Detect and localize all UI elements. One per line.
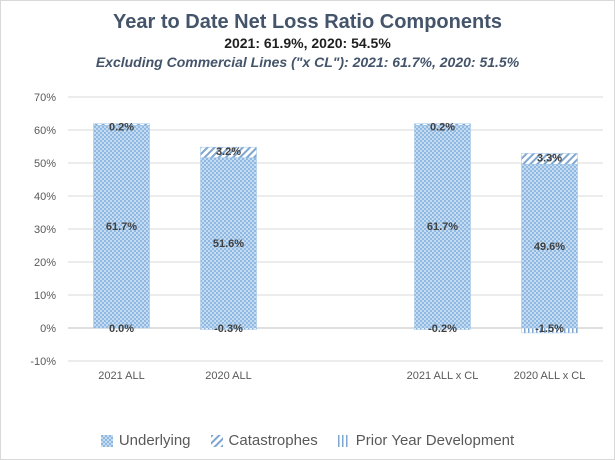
- data-label: 3.2%: [216, 146, 241, 158]
- bar-segment: [521, 164, 578, 329]
- y-tick-label: 40%: [34, 191, 56, 203]
- chart-subtitle: 2021: 61.9%, 2020: 54.5%: [224, 35, 391, 51]
- bar-segment: [200, 157, 257, 329]
- x-category-label: 2020 ALL x CL: [514, 370, 586, 382]
- data-label: -0.2%: [428, 323, 457, 335]
- legend-swatch-prior-year: [337, 434, 350, 447]
- y-tick-label: 30%: [34, 224, 56, 236]
- bar-segment: [93, 123, 150, 126]
- chart-plot: -10% 0% 10% 20% 30% 40% 50% 60% 70% 2021 ALL 61.7…: [30, 92, 603, 382]
- data-label: 61.7%: [106, 221, 137, 233]
- legend-item-underlying: Underlying: [100, 432, 191, 449]
- x-category-label: 2021 ALL x CL: [407, 370, 479, 382]
- legend-label-underlying: Underlying: [118, 432, 191, 449]
- data-label: -1.5%: [535, 323, 564, 335]
- legend-label-prior-year-development: Prior Year Development: [355, 432, 515, 449]
- legend-swatch-underlying: [100, 434, 113, 447]
- y-tick-label: 10%: [34, 290, 56, 302]
- bar-segment: [521, 153, 578, 165]
- data-label: 49.6%: [534, 241, 565, 253]
- legend-label-catastrophes: Catastrophes: [228, 432, 318, 449]
- data-label: 0.0%: [109, 323, 134, 335]
- y-tick-label: 60%: [34, 125, 56, 137]
- data-label: 3.3%: [537, 152, 562, 164]
- bar-segment: [200, 327, 257, 330]
- data-label: 0.2%: [109, 122, 134, 134]
- y-tick-label: 20%: [34, 257, 56, 269]
- bar-segment: [414, 124, 471, 329]
- data-label: -0.3%: [214, 323, 243, 335]
- y-tick-label: 70%: [34, 92, 56, 104]
- data-label: 61.7%: [427, 221, 458, 233]
- y-tick-label: -10%: [30, 356, 56, 368]
- legend-item-prior-year-development: Prior Year Development: [337, 432, 515, 449]
- chart-subtitle-excluding-cl: Excluding Commercial Lines ("x CL"): 202…: [95, 54, 520, 70]
- title-block: Year to Date Net Loss Ratio Components 2…: [0, 10, 615, 72]
- bar-segment: [200, 146, 257, 158]
- chart-title: Year to Date Net Loss Ratio Components: [113, 11, 502, 33]
- legend: Underlying Catastrophes Prior Year Devel…: [0, 432, 615, 449]
- y-tick-label: 0%: [40, 323, 56, 335]
- data-label: 51.6%: [213, 238, 244, 250]
- x-category-label: 2021 ALL: [98, 370, 145, 382]
- legend-item-catastrophes: Catastrophes: [210, 432, 318, 449]
- y-tick-label: 50%: [34, 158, 56, 170]
- bar-segment: [93, 124, 150, 329]
- data-label: 0.2%: [430, 122, 455, 134]
- bar-segment: [521, 327, 578, 334]
- legend-swatch-catastrophes: [210, 434, 223, 447]
- x-category-label: 2020 ALL: [205, 370, 252, 382]
- bar-segment: [414, 327, 471, 330]
- bar-segment: [414, 123, 471, 126]
